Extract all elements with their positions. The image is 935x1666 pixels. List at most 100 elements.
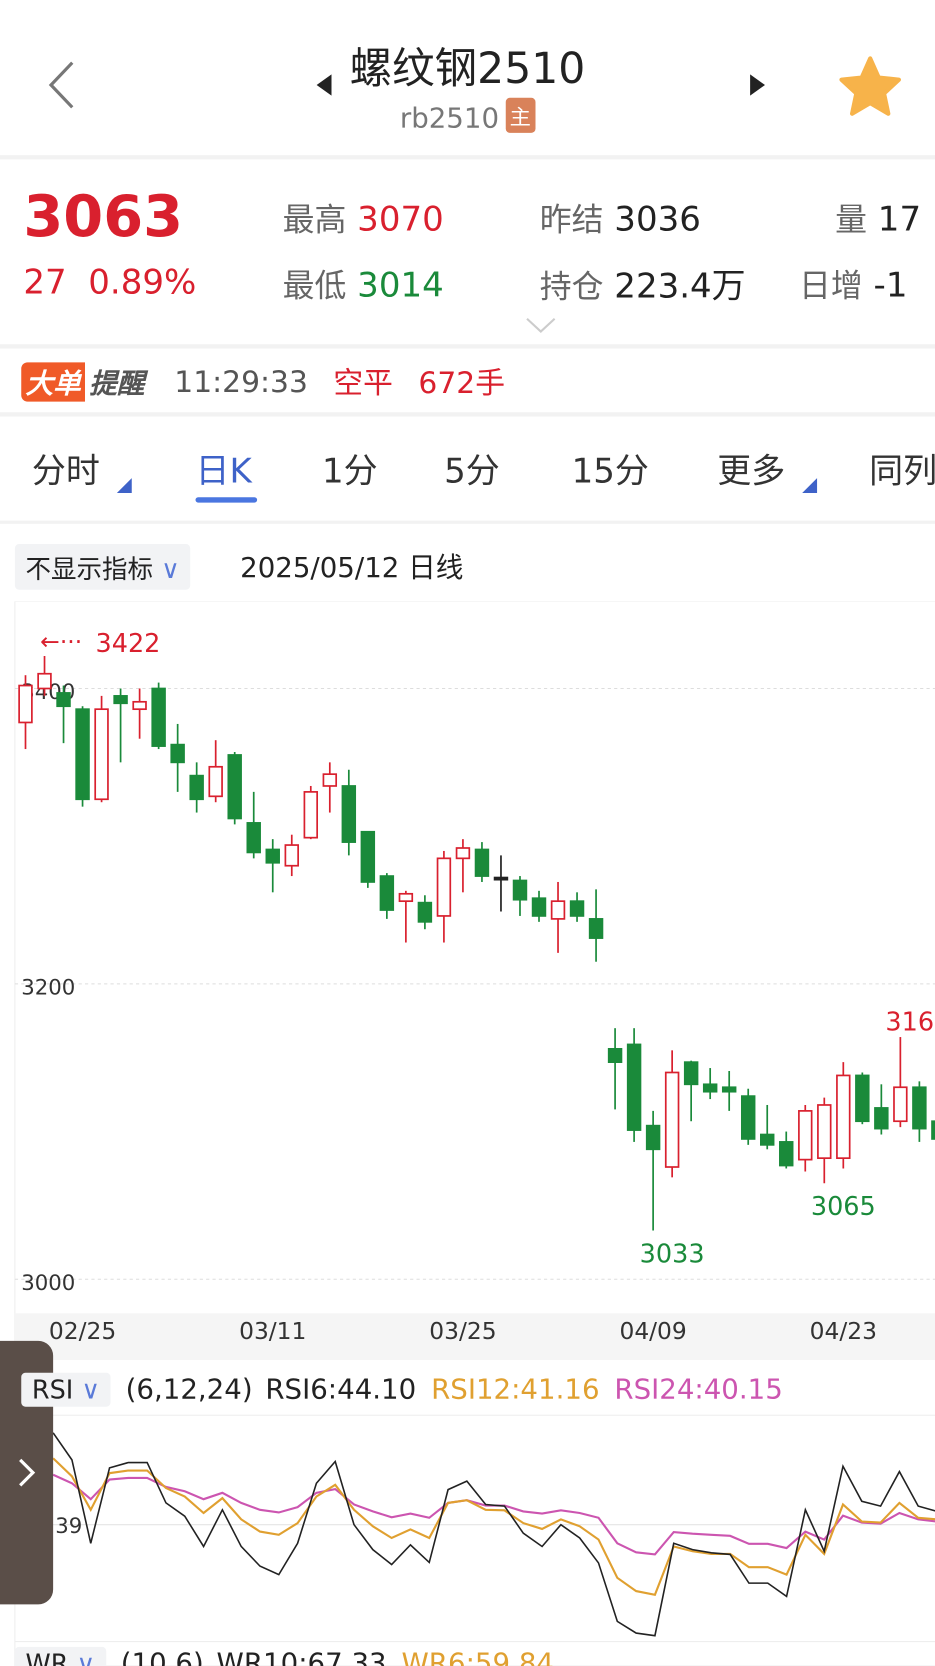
alert-time: 11:29:33 [174,363,308,399]
candle [874,1084,889,1135]
candle [474,842,490,882]
tab-label: 15分 [571,450,649,491]
candle [588,889,604,962]
next-contract-icon[interactable] [748,72,767,98]
candle [931,1120,935,1140]
candle [113,688,128,763]
candle-body [740,1095,756,1140]
tab-same-series[interactable]: 同列 [869,444,935,493]
candle [246,791,261,859]
rsi-header: RSI ∨ (6,12,24) RSI6:44.10 RSI12:41.16 R… [21,1371,783,1409]
candle-body [189,774,204,801]
prev-contract-icon[interactable] [315,72,334,98]
x-tick-label: 03/11 [239,1317,306,1345]
candle-body [474,848,490,877]
alert-action: 空平 [333,365,393,401]
candle-body [779,1141,794,1167]
candle-body [645,1124,661,1151]
candle-body [455,847,471,860]
candle-body [798,1110,813,1161]
candle-body [360,830,376,883]
wr-indicator-select[interactable]: WR ∨ [14,1646,106,1666]
candle-body [702,1083,718,1093]
high-label: 最高 [282,201,347,240]
wr-header: WR ∨ (10,6) WR10:67.33 WR6:59.84 [14,1645,554,1666]
candle-body [18,684,33,724]
wr-params: (10,6) [120,1647,204,1666]
indicator-select-label: 不显示指标 [25,554,154,585]
candle-body [246,822,261,854]
candle-body [37,672,52,690]
candle [94,695,109,803]
prev-settle-value: 3036 [614,198,701,240]
last-price: 3063 [23,182,184,250]
wr10-value: WR10:67.33 [216,1647,387,1666]
candle-body [893,1086,908,1123]
candle-body [170,743,185,764]
candle-body [817,1104,832,1159]
candle [322,762,338,813]
candle [531,890,547,922]
tab-1min[interactable]: 1分 [322,444,378,493]
candle-body [569,900,585,917]
candle-body [512,879,528,901]
active-tab-indicator [195,497,258,503]
tab-15min[interactable]: 15分 [572,444,649,493]
candle [189,762,204,813]
favorite-star-icon[interactable] [837,55,903,119]
back-icon[interactable] [43,58,81,111]
tab-daily-k[interactable]: 日K [195,444,258,503]
tab-label: 日K [195,450,252,491]
candle-body [760,1133,775,1146]
chart-period: 日线 [408,552,464,585]
candle-body [151,687,166,747]
candle [417,895,433,930]
wr6-value: WR6:59.84 [401,1647,554,1666]
high-value: 3070 [357,198,444,240]
alert-logo-b: 提醒 [89,368,145,401]
expand-chevron-icon[interactable] [525,317,557,334]
alert-logo-a: 大单 [21,361,86,402]
candle [569,892,585,922]
y-tick-label: 3000 [21,1271,75,1296]
rsi-y-tick: 39 [55,1514,82,1539]
candle [18,675,33,750]
indicator-select[interactable]: 不显示指标 ∨ [14,544,191,590]
price-annotation: 3065 [811,1192,876,1222]
candle-body [284,844,299,867]
candle [512,876,528,916]
tab-more[interactable]: 更多 [717,444,818,493]
big-order-alert[interactable]: 大单 提醒 11:29:33 空平 672手 [21,361,505,402]
price-change: 27 0.89% [23,261,196,301]
candle [664,1050,680,1178]
candle-body [931,1120,935,1140]
candle-body [531,897,547,917]
tab-5min[interactable]: 5分 [444,444,500,493]
contract-code: rb2510 主 [0,97,935,135]
high-arrow-icon: ←··· [40,628,82,656]
candle-body [113,695,128,705]
change-value: 27 [23,261,67,302]
period-tabs: 分时 日K 1分 5分 15分 更多 同列 [0,444,935,503]
candle [779,1131,794,1169]
candle-body [398,892,414,903]
rsi12-value: RSI12:41.16 [431,1373,600,1406]
candle [75,706,90,807]
candle-body [607,1048,623,1063]
tab-intraday[interactable]: 分时 [32,444,132,493]
main-contract-badge: 主 [505,97,536,133]
low-label: 最低 [282,267,347,305]
chevron-right-icon [19,1458,36,1487]
price-annotation: 3164 [885,1008,935,1038]
candle-body [303,791,319,839]
candle [721,1071,737,1111]
candle [912,1081,927,1142]
candle [645,1110,661,1231]
open-interest-value: 223.4万 [614,265,746,306]
dropdown-corner-icon [802,478,818,493]
alert-qty: 672手 [418,365,505,401]
rsi-indicator-select[interactable]: RSI ∨ [21,1372,111,1407]
candle [398,890,414,943]
candle-body [227,754,242,820]
